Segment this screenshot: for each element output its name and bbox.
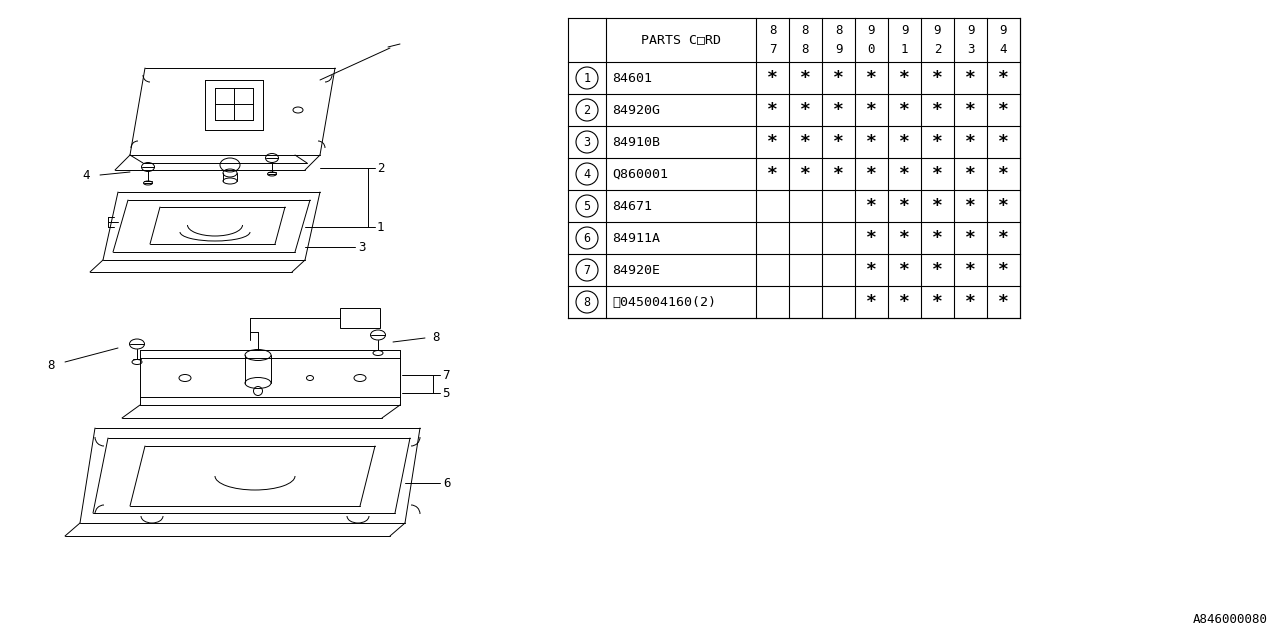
- Text: *: *: [965, 165, 975, 183]
- Text: *: *: [867, 165, 877, 183]
- Text: 8: 8: [769, 24, 776, 37]
- Text: *: *: [998, 165, 1009, 183]
- Text: 8: 8: [801, 24, 809, 37]
- Text: *: *: [867, 69, 877, 87]
- Text: *: *: [833, 69, 844, 87]
- Text: 8: 8: [47, 358, 55, 371]
- Text: *: *: [899, 229, 910, 247]
- Text: *: *: [867, 101, 877, 119]
- Text: *: *: [833, 101, 844, 119]
- Text: *: *: [867, 133, 877, 151]
- Text: *: *: [800, 69, 812, 87]
- Text: *: *: [932, 101, 943, 119]
- Text: *: *: [899, 69, 910, 87]
- Text: 9: 9: [901, 24, 909, 37]
- Text: *: *: [867, 261, 877, 279]
- Text: *: *: [965, 197, 975, 215]
- Text: 84601: 84601: [612, 72, 652, 84]
- Text: *: *: [932, 197, 943, 215]
- Text: 8: 8: [835, 24, 842, 37]
- Text: *: *: [800, 165, 812, 183]
- Text: *: *: [767, 101, 778, 119]
- Text: *: *: [932, 133, 943, 151]
- Text: *: *: [965, 133, 975, 151]
- Text: 2: 2: [378, 161, 384, 175]
- Text: 84910B: 84910B: [612, 136, 660, 148]
- Text: *: *: [998, 293, 1009, 311]
- Text: *: *: [998, 69, 1009, 87]
- Text: *: *: [867, 293, 877, 311]
- Text: 84671: 84671: [612, 200, 652, 212]
- Text: *: *: [899, 165, 910, 183]
- Text: *: *: [867, 197, 877, 215]
- Text: *: *: [998, 229, 1009, 247]
- Text: 2: 2: [933, 43, 941, 56]
- Text: 84920E: 84920E: [612, 264, 660, 276]
- Text: *: *: [998, 101, 1009, 119]
- Text: *: *: [800, 133, 812, 151]
- Text: *: *: [833, 165, 844, 183]
- Text: 7: 7: [584, 264, 590, 276]
- Text: *: *: [899, 293, 910, 311]
- Text: *: *: [965, 261, 975, 279]
- Text: 9: 9: [966, 24, 974, 37]
- Text: 3: 3: [358, 241, 366, 253]
- Text: *: *: [800, 101, 812, 119]
- Text: 3: 3: [584, 136, 590, 148]
- Text: *: *: [932, 165, 943, 183]
- Text: *: *: [932, 69, 943, 87]
- Text: 4: 4: [584, 168, 590, 180]
- Text: 1: 1: [901, 43, 909, 56]
- Bar: [340, 308, 380, 328]
- Text: *: *: [932, 293, 943, 311]
- Text: 2: 2: [584, 104, 590, 116]
- Text: *: *: [965, 101, 975, 119]
- Text: 6: 6: [584, 232, 590, 244]
- Text: *: *: [998, 197, 1009, 215]
- Text: 8: 8: [801, 43, 809, 56]
- Text: 84911A: 84911A: [612, 232, 660, 244]
- Text: 9: 9: [1000, 24, 1007, 37]
- Text: *: *: [998, 133, 1009, 151]
- Text: 4: 4: [82, 168, 90, 182]
- Text: A846000080: A846000080: [1193, 613, 1268, 626]
- Text: 9: 9: [933, 24, 941, 37]
- Text: 9: 9: [835, 43, 842, 56]
- Text: *: *: [899, 133, 910, 151]
- Text: PARTS C□RD: PARTS C□RD: [641, 33, 721, 47]
- Text: 4: 4: [1000, 43, 1007, 56]
- Text: 5: 5: [584, 200, 590, 212]
- Text: *: *: [899, 261, 910, 279]
- Text: 0: 0: [868, 43, 876, 56]
- Text: 5: 5: [442, 387, 449, 399]
- Text: *: *: [767, 133, 778, 151]
- Text: *: *: [932, 229, 943, 247]
- Text: Ⓢ045004160(2): Ⓢ045004160(2): [612, 296, 716, 308]
- Text: 8: 8: [584, 296, 590, 308]
- Text: *: *: [833, 133, 844, 151]
- Text: Q860001: Q860001: [612, 168, 668, 180]
- Text: 8: 8: [433, 330, 439, 344]
- Text: 1: 1: [584, 72, 590, 84]
- Text: 9: 9: [868, 24, 876, 37]
- Text: 6: 6: [443, 477, 451, 490]
- Text: *: *: [899, 101, 910, 119]
- Text: *: *: [965, 69, 975, 87]
- Text: *: *: [767, 69, 778, 87]
- Text: *: *: [965, 229, 975, 247]
- Text: 3: 3: [966, 43, 974, 56]
- Text: *: *: [932, 261, 943, 279]
- Text: *: *: [998, 261, 1009, 279]
- Text: *: *: [899, 197, 910, 215]
- Text: *: *: [965, 293, 975, 311]
- Text: 7: 7: [442, 369, 449, 381]
- Text: 1: 1: [378, 221, 384, 234]
- Text: *: *: [767, 165, 778, 183]
- Text: 84920G: 84920G: [612, 104, 660, 116]
- Text: 7: 7: [769, 43, 776, 56]
- Text: *: *: [867, 229, 877, 247]
